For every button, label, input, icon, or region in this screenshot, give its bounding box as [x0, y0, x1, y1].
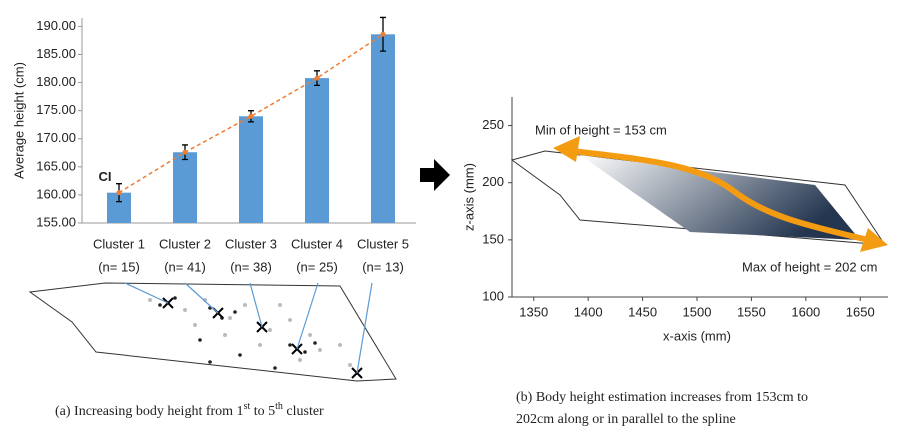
x-tick-label: 1450: [628, 304, 657, 319]
x-tick-label: 1600: [791, 304, 820, 319]
x-tick-label: 1400: [574, 304, 603, 319]
caption-sup: th: [275, 401, 283, 412]
panel-arrow: [420, 159, 450, 191]
annotation: Min of height = 153 cm: [535, 122, 667, 137]
y-axis-label: z-axis (mm): [461, 163, 476, 231]
x-tick-label: 1650: [846, 304, 875, 319]
x-tick-label: Cluster 4: [291, 236, 343, 251]
x-tick-sublabel: (n= 41): [164, 259, 206, 274]
y-tick-label: 155.00: [36, 214, 76, 229]
bar: [173, 152, 197, 223]
trend-marker: [182, 149, 188, 155]
arrow-head: [553, 136, 580, 162]
x-tick-label: 1550: [737, 304, 766, 319]
trend-marker: [248, 113, 254, 119]
y-tick-label: 190.00: [36, 18, 76, 33]
y-tick-label: 150: [482, 231, 504, 246]
cluster-illustration: [28, 282, 397, 382]
y-tick-label: 100: [482, 288, 504, 303]
x-tick-label: 1500: [683, 304, 712, 319]
bar: [371, 34, 395, 223]
y-tick-label: 185.00: [36, 46, 76, 61]
y-tick-label: 180.00: [36, 74, 76, 89]
centroids: [162, 297, 363, 379]
x-tick-label: Cluster 2: [159, 236, 211, 251]
x-tick-sublabel: (n= 38): [230, 259, 272, 274]
x-tick-sublabel: (n= 13): [362, 259, 404, 274]
y-tick-label: 170.00: [36, 130, 76, 145]
x-tick-sublabel: (n= 25): [296, 259, 338, 274]
points-dark: [158, 296, 317, 370]
caption-b: (b) Body height estimation increases fro…: [516, 390, 808, 405]
trend-line: [118, 33, 384, 194]
y-tick-label: 160.00: [36, 186, 76, 201]
x-tick-sublabel: (n= 15): [98, 259, 140, 274]
y-tick-label: 165.00: [36, 158, 76, 173]
caption-b: 202cm along or in parallel to the spline: [516, 412, 736, 427]
trend-marker: [116, 190, 122, 196]
spline-arrow: [571, 148, 869, 243]
y-tick-label: 250: [482, 117, 504, 132]
panel-b: Min of height = 153 cm Max of height = 2…: [461, 97, 888, 427]
bar: [305, 78, 329, 224]
x-tick-label: 1350: [519, 304, 548, 319]
y-axis-label: Average height (cm): [11, 62, 26, 179]
x-axis-label: x-axis (mm): [663, 328, 731, 343]
y-tick-label: 200: [482, 174, 504, 189]
caption-a: (a) Increasing body height from 1st to 5…: [55, 401, 324, 419]
bar: [239, 116, 263, 223]
caption-part: to 5: [250, 404, 275, 419]
arrow-head: [860, 228, 888, 252]
y-tick-label: 175.00: [36, 102, 76, 117]
points: [148, 298, 352, 367]
trend-marker: [380, 31, 386, 37]
annotation: CI: [99, 169, 112, 184]
body-outline: [28, 282, 397, 382]
x-tick-label: Cluster 1: [93, 236, 145, 251]
x-tick-label: Cluster 5: [357, 236, 409, 251]
trend-marker: [314, 75, 320, 81]
caption-part: cluster: [283, 404, 324, 419]
caption-sup: st: [244, 401, 251, 412]
caption-part: (a) Increasing body height from 1: [55, 404, 244, 419]
x-tick-label: Cluster 3: [225, 236, 277, 251]
annotation: Max of height = 202 cm: [742, 259, 878, 274]
pointer-arrows: [124, 282, 373, 374]
panel-a: 155.00 160.00 165.00 170.00 175.00 180.00 185.…: [11, 16, 416, 274]
